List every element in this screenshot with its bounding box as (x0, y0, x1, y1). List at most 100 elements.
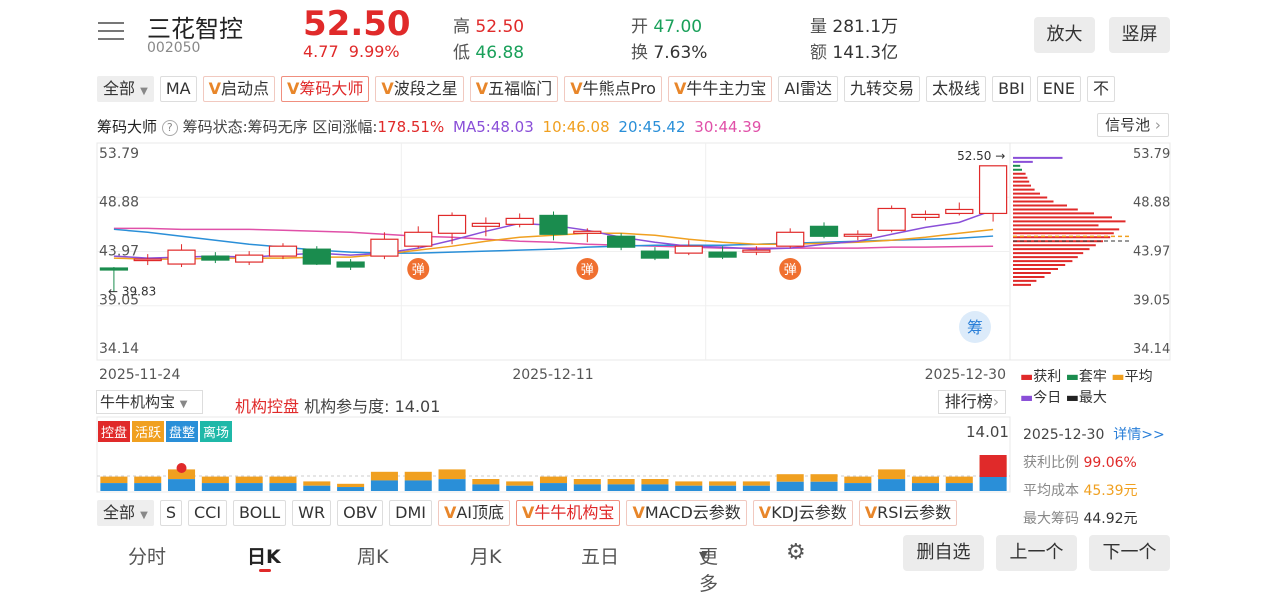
indicator-name: 筹码大师 (97, 118, 158, 136)
nav-intraday[interactable]: 分时 (128, 546, 167, 568)
chips-toggle-label: 筹 (967, 318, 983, 337)
sub-tab-cci[interactable]: CCI (187, 500, 228, 526)
sub-bar-consolidate (709, 485, 737, 491)
zoom-button[interactable]: 放大 (1034, 17, 1095, 53)
indicator-tab-more[interactable]: 不 (1086, 76, 1115, 102)
sub-panel-info: 机构控盘 机构参与度: 14.01 (235, 393, 440, 417)
sub-tab-institution[interactable]: V牛牛机构宝 (516, 500, 621, 526)
tab-label: 五福临门 (488, 79, 553, 98)
sub-bar-consolidate (979, 472, 1007, 491)
nav-five-day[interactable]: 五日 (581, 546, 620, 568)
sub-tab-boll[interactable]: BOLL (233, 500, 287, 526)
previous-stock-button[interactable]: 上一个 (996, 535, 1077, 571)
indicator-tab-ai-radar[interactable]: AI雷达 (778, 76, 839, 102)
details-link[interactable]: 详情>> (1113, 427, 1165, 443)
sub-bar-active (675, 481, 703, 486)
candle-body (742, 249, 771, 253)
y-tick-label-right: 34.14 (1133, 342, 1170, 357)
sub-tab-s[interactable]: S (159, 500, 182, 526)
indicator-tab-chipmaster[interactable]: V筹码大师 (280, 76, 370, 102)
sub-bar-consolidate (573, 484, 601, 491)
signal-pool-button[interactable]: 信号池 › (1097, 113, 1169, 137)
candle-body (133, 258, 162, 262)
sub-bar-active (134, 476, 162, 484)
sub-bar-consolidate (134, 483, 162, 491)
indicator-tab-wavestar[interactable]: V波段之星 (375, 76, 464, 102)
nav-more[interactable]: 更多 ▼ (699, 542, 718, 595)
chips-toggle-icon (959, 311, 991, 343)
candle-body (437, 214, 467, 234)
ma5-value: MA5:48.03 (453, 118, 534, 136)
indicator-tab-bullbear[interactable]: V牛熊点Pro (564, 76, 662, 102)
signal-pool-label: 信号池 (1105, 116, 1151, 134)
indicator-tab-wufu[interactable]: V五福临门 (469, 76, 559, 102)
delete-watchlist-button[interactable]: 删自选 (903, 535, 984, 571)
turnover-value: 7.63% (653, 43, 708, 63)
caret-down-icon: ▼ (699, 549, 708, 562)
sub-tab-kdj[interactable]: VKDJ云参数 (752, 500, 853, 526)
legend-profit: 获利 (1033, 369, 1062, 385)
stock-name: 三花智控 (147, 15, 243, 43)
sub-panel-value: 14.01 (966, 423, 1009, 441)
candlestick-chart[interactable]: 53.79 48.88 43.97 39.05 34.14 53.79 48.88 43.9… (0, 0, 1266, 582)
trapped-legend-mark: ▬ (1065, 369, 1079, 385)
indicator-tab-mainforce[interactable]: V牛牛主力宝 (667, 76, 773, 102)
low-label: 低 (453, 43, 470, 63)
nav-daily-k[interactable]: 日K (247, 546, 281, 568)
amount-stat: 额 141.3亿 (810, 38, 898, 63)
candle (370, 232, 399, 260)
sub-tab-wr[interactable]: WR (292, 500, 332, 526)
candle (978, 165, 1008, 222)
volume-label: 量 (810, 17, 827, 37)
indicator-tab-bbi[interactable]: BBI (992, 76, 1031, 102)
sub-tab-macd[interactable]: VMACD云参数 (626, 500, 747, 526)
institution-bars (96, 416, 1011, 493)
high-value: 52.50 (475, 17, 525, 37)
candle-body (370, 238, 399, 257)
candle (404, 226, 433, 249)
next-stock-button[interactable]: 下一个 (1089, 535, 1170, 571)
sub-indicator-select[interactable]: 牛牛机构宝 ▼ (96, 390, 203, 414)
settings-gear-icon[interactable]: ⚙ (786, 540, 806, 565)
indicator-all-dropdown[interactable]: 全部 ▼ (97, 76, 154, 102)
x-axis: 2025-11-24 2025-12-11 2025-12-30 (99, 367, 1006, 383)
ranking-button[interactable]: 排行榜› (938, 390, 1006, 414)
candle (708, 246, 737, 260)
low-value: 46.88 (475, 43, 525, 63)
high-stat: 高 52.50 (453, 12, 524, 37)
sub-tab-ai-topbottom[interactable]: VAI顶底 (437, 500, 511, 526)
indicator-tab-ma[interactable]: MA (159, 76, 197, 102)
indicator-tabs: 全部 ▼ MA V启动点 V筹码大师 V波段之星 V五福临门 V牛熊点Pro V… (97, 76, 1170, 102)
candle (843, 230, 872, 241)
x-axis-label: 2025-11-24 (99, 367, 180, 383)
v-icon: V (758, 503, 772, 522)
chip-stats: 2025-12-30 详情>> 获利比例 99.06% 平均成本 45.39元 … (1023, 421, 1165, 533)
nav-monthly-k[interactable]: 月K (470, 546, 502, 568)
sub-indicator-label: 牛牛机构宝 (100, 393, 176, 411)
portrait-button[interactable]: 竖屏 (1109, 17, 1170, 53)
ma30-value: 30:44.39 (694, 118, 762, 136)
sub-indicator-all-dropdown[interactable]: 全部 ▼ (97, 500, 154, 526)
sub-bar-consolidate (776, 481, 804, 491)
indicator-tab-nine-turn[interactable]: 九转交易 (844, 76, 921, 102)
sub-bar-consolidate (370, 480, 398, 491)
caret-down-icon: ▼ (140, 510, 148, 521)
candle-body (471, 222, 500, 227)
sub-tab-rsi[interactable]: VRSI云参数 (858, 500, 958, 526)
sub-tab-obv[interactable]: OBV (337, 500, 384, 526)
candle-body (843, 233, 872, 237)
menu-icon[interactable] (98, 22, 124, 44)
amount-value: 141.3亿 (832, 43, 899, 63)
max-chip-label: 最大筹码 (1023, 511, 1079, 527)
sub-bar-consolidate (641, 484, 669, 491)
nav-weekly-k[interactable]: 周K (357, 546, 389, 568)
sub-panel-border (96, 416, 1011, 493)
candle-body (945, 208, 974, 215)
tab-label: 牛熊点Pro (582, 79, 656, 98)
indicator-tab-ene[interactable]: ENE (1036, 76, 1081, 102)
indicator-tab-taiji[interactable]: 太极线 (926, 76, 987, 102)
sub-tab-dmi[interactable]: DMI (389, 500, 432, 526)
indicator-tab-startpoint[interactable]: V启动点 (202, 76, 275, 102)
indicator-all-label: 全部 (103, 79, 136, 98)
help-icon[interactable]: ? (161, 120, 178, 136)
